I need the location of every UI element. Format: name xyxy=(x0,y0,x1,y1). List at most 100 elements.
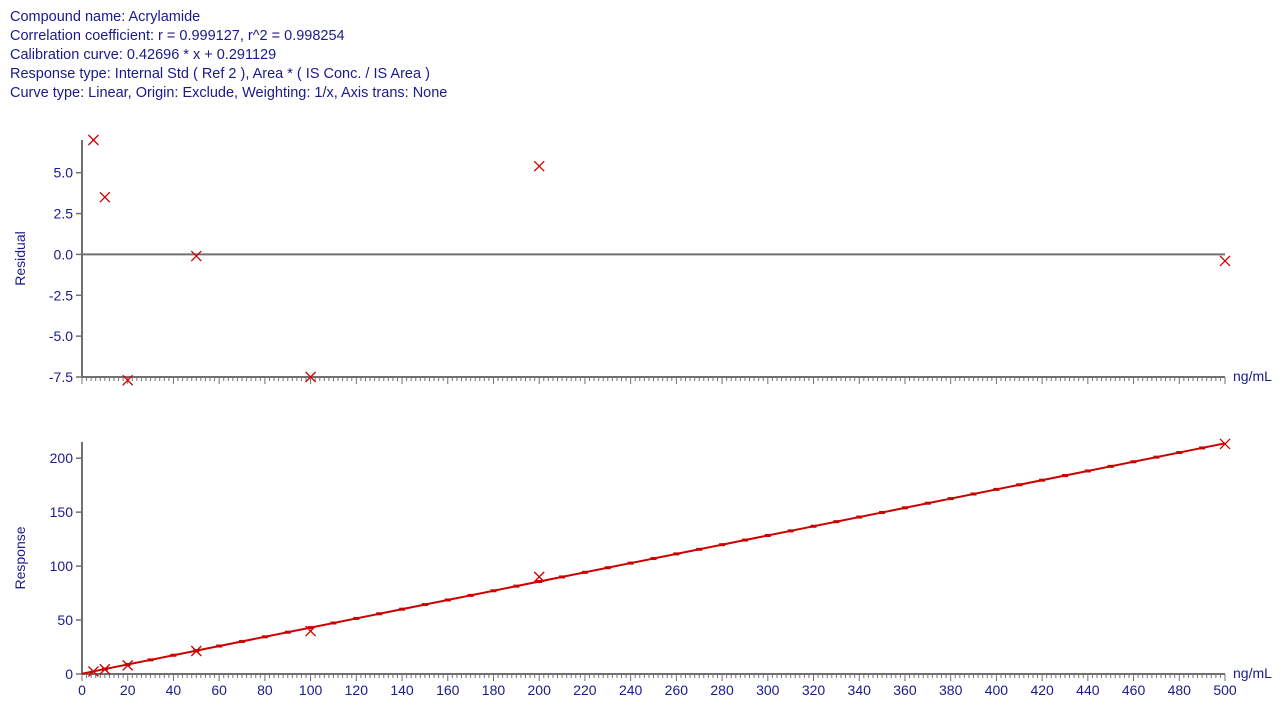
line-mark xyxy=(1153,455,1160,459)
calibration-curve-line: Calibration curve: 0.42696 * x + 0.29112… xyxy=(10,47,277,63)
line-mark xyxy=(696,547,703,551)
line-mark xyxy=(284,630,291,634)
response-plot: 0 50 100 150 200 ng/mL Response 0 20 40 60 80 100 120… xyxy=(12,438,1272,698)
residual-point xyxy=(122,374,134,386)
x-tick-label: 40 xyxy=(166,682,182,698)
y-tick-label: 50 xyxy=(57,612,73,628)
line-mark xyxy=(330,621,337,625)
compound-name-line: Compound name: Acrylamide xyxy=(10,9,201,25)
line-mark xyxy=(444,598,451,602)
line-mark xyxy=(993,487,1000,491)
line-mark xyxy=(239,639,246,643)
line-mark xyxy=(1084,469,1091,473)
header-info: Compound name: Acrylamide Correlation co… xyxy=(10,8,447,103)
line-mark xyxy=(581,570,588,574)
line-mark xyxy=(924,501,931,505)
y-tick-label: 150 xyxy=(50,504,74,520)
residual-point xyxy=(99,191,111,203)
line-mark xyxy=(1107,464,1114,468)
x-unit-label: ng/mL xyxy=(1233,665,1272,681)
line-mark xyxy=(901,506,908,510)
x-tick-label: 240 xyxy=(619,682,643,698)
y-axis-title: Residual xyxy=(12,231,28,285)
x-tick-label: 140 xyxy=(390,682,414,698)
line-mark xyxy=(879,510,886,514)
x-tick-label: 180 xyxy=(482,682,506,698)
x-tick-label: 460 xyxy=(1122,682,1146,698)
line-mark xyxy=(216,644,223,648)
y-tick-label: -5.0 xyxy=(49,328,73,344)
line-mark xyxy=(1176,451,1183,455)
response-type-line: Response type: Internal Std ( Ref 2 ), A… xyxy=(10,66,430,82)
line-mark xyxy=(673,552,680,556)
line-mark xyxy=(147,658,154,662)
x-tick-label: 440 xyxy=(1076,682,1100,698)
x-tick-label: 320 xyxy=(802,682,826,698)
response-point xyxy=(190,645,202,657)
line-mark xyxy=(1016,483,1023,487)
x-tick-label: 60 xyxy=(211,682,227,698)
line-mark xyxy=(261,635,268,639)
x-tick-label: 360 xyxy=(893,682,917,698)
x-tick-label: 20 xyxy=(120,682,136,698)
line-mark xyxy=(947,497,954,501)
line-mark xyxy=(490,589,497,593)
line-mark xyxy=(650,557,657,561)
line-mark xyxy=(536,580,543,584)
line-mark xyxy=(559,575,566,579)
x-tick-label: 480 xyxy=(1168,682,1192,698)
line-mark xyxy=(604,566,611,570)
curve-type-line: Curve type: Linear, Origin: Exclude, Wei… xyxy=(10,85,448,101)
line-mark xyxy=(421,603,428,607)
x-tick-label: 380 xyxy=(939,682,963,698)
x-tick-label: 340 xyxy=(848,682,872,698)
correlation-coefficient-line: Correlation coefficient: r = 0.999127, r… xyxy=(10,28,345,44)
x-tick-label: 200 xyxy=(528,682,552,698)
line-mark xyxy=(376,612,383,616)
x-tick-label: 500 xyxy=(1213,682,1237,698)
line-mark xyxy=(856,515,863,519)
x-tick-label: 100 xyxy=(299,682,323,698)
x-tick-label: 260 xyxy=(665,682,689,698)
y-axis-title: Response xyxy=(12,526,28,589)
x-tick-label: 160 xyxy=(436,682,460,698)
y-tick-label: 5.0 xyxy=(54,165,74,181)
line-mark xyxy=(741,538,748,542)
x-tick-label: 280 xyxy=(710,682,734,698)
response-point xyxy=(99,663,111,675)
line-mark xyxy=(1199,446,1206,450)
line-mark xyxy=(513,584,520,588)
residual-point xyxy=(1219,255,1231,267)
line-mark xyxy=(1061,474,1068,478)
x-tick-label: 400 xyxy=(985,682,1009,698)
x-tick-label: 420 xyxy=(1030,682,1054,698)
y-tick-label: -7.5 xyxy=(49,369,73,385)
residual-point xyxy=(533,160,545,172)
response-point xyxy=(305,625,317,637)
residual-point xyxy=(190,250,202,262)
response-point xyxy=(533,571,545,583)
line-mark xyxy=(810,524,817,528)
line-mark xyxy=(399,607,406,611)
response-point xyxy=(1219,438,1231,450)
x-unit-label: ng/mL xyxy=(1233,368,1272,384)
line-mark xyxy=(307,626,314,630)
line-mark xyxy=(1130,460,1137,464)
y-tick-label: 0 xyxy=(65,666,73,682)
y-tick-label: 2.5 xyxy=(54,206,74,222)
line-mark xyxy=(764,533,771,537)
x-tick-label: 0 xyxy=(78,682,86,698)
line-mark xyxy=(627,561,634,565)
line-mark xyxy=(970,492,977,496)
response-point xyxy=(122,659,134,671)
line-mark xyxy=(467,593,474,597)
line-mark xyxy=(833,520,840,524)
line-mark xyxy=(1039,478,1046,482)
line-mark xyxy=(170,653,177,657)
line-mark xyxy=(353,616,360,620)
line-mark xyxy=(719,543,726,547)
x-tick-label: 220 xyxy=(573,682,597,698)
x-tick-label: 300 xyxy=(756,682,780,698)
x-tick-label: 120 xyxy=(345,682,369,698)
y-tick-label: 0.0 xyxy=(54,246,74,262)
